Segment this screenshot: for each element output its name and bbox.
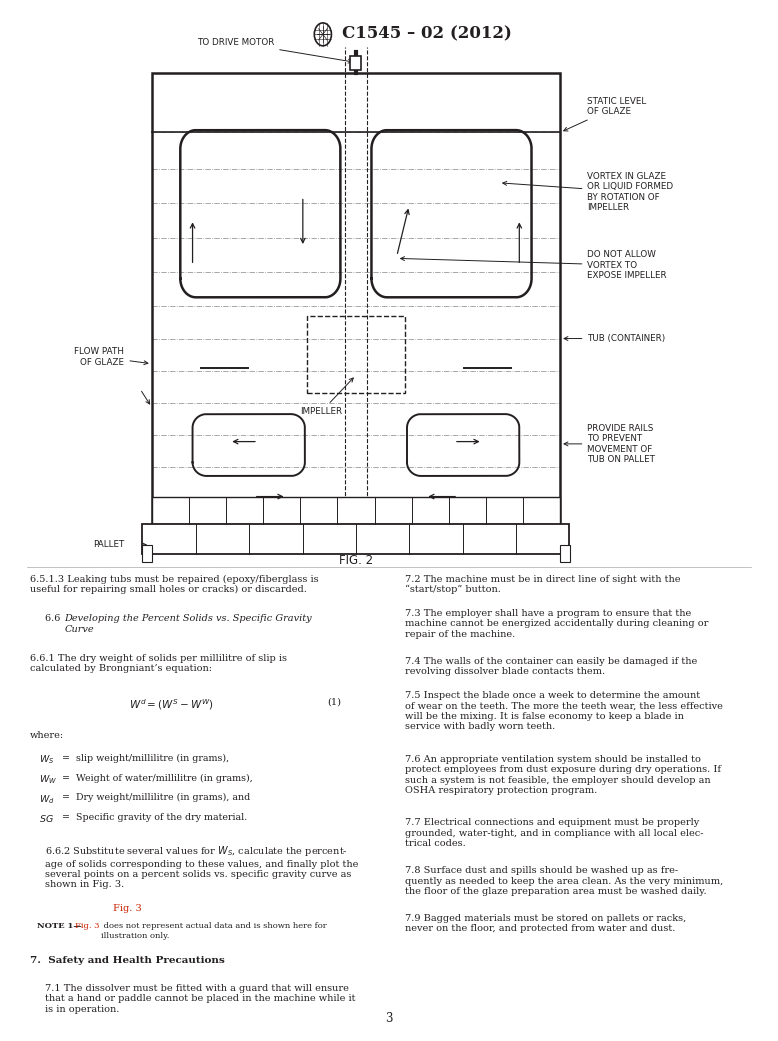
Text: 6.6.2 Substitute several values for $W_S$, calculate the percent-
age of solids : 6.6.2 Substitute several values for $W_S… xyxy=(45,844,359,889)
Text: Fig. 3: Fig. 3 xyxy=(75,922,100,931)
Text: =  slip weight/millilitre (in grams),: = slip weight/millilitre (in grams), xyxy=(62,754,230,763)
Text: DO NOT ALLOW
VORTEX TO
EXPOSE IMPELLER: DO NOT ALLOW VORTEX TO EXPOSE IMPELLER xyxy=(401,250,667,280)
Text: 6.5.1.3 Leaking tubs must be repaired (epoxy/fiberglass is
useful for repairing : 6.5.1.3 Leaking tubs must be repaired (e… xyxy=(30,575,318,594)
Text: 7.6 An appropriate ventilation system should be installed to
protect employees f: 7.6 An appropriate ventilation system sh… xyxy=(405,755,720,795)
Text: 7.4 The walls of the container can easily be damaged if the
revolving dissolver : 7.4 The walls of the container can easil… xyxy=(405,657,697,677)
Bar xyxy=(350,56,361,70)
Text: FIG. 2: FIG. 2 xyxy=(339,554,373,566)
Text: $W_S$: $W_S$ xyxy=(39,754,54,766)
Text: STATIC LEVEL
OF GLAZE: STATIC LEVEL OF GLAZE xyxy=(564,97,647,131)
Text: 7.5 Inspect the blade once a week to determine the amount
of wear on the teeth. : 7.5 Inspect the blade once a week to det… xyxy=(405,691,723,732)
Text: 7.  Safety and Health Precautions: 7. Safety and Health Precautions xyxy=(30,956,224,965)
Text: TO DRIVE MOTOR: TO DRIVE MOTOR xyxy=(197,37,352,64)
Text: $W_W$: $W_W$ xyxy=(39,773,57,786)
Text: 7.1 The dissolver must be fitted with a guard that will ensure
that a hand or pa: 7.1 The dissolver must be fitted with a … xyxy=(45,984,356,1014)
Text: 7.7 Electrical connections and equipment must be properly
grounded, water-tight,: 7.7 Electrical connections and equipment… xyxy=(405,818,703,848)
Text: $W_d$: $W_d$ xyxy=(39,793,54,806)
Bar xyxy=(152,497,560,524)
Bar xyxy=(142,545,152,562)
Bar xyxy=(142,524,569,554)
Text: PALLET: PALLET xyxy=(93,540,124,550)
Text: 7.2 The machine must be in direct line of sight with the
“start/stop” button.: 7.2 The machine must be in direct line o… xyxy=(405,575,680,594)
Bar xyxy=(560,545,570,562)
Text: 3: 3 xyxy=(385,1012,393,1024)
Text: NOTE 1—: NOTE 1— xyxy=(37,922,82,931)
Text: TUB (CONTAINER): TUB (CONTAINER) xyxy=(564,334,666,344)
Text: C1545 – 02 (2012): C1545 – 02 (2012) xyxy=(342,26,512,43)
Text: where:: where: xyxy=(30,731,64,740)
Text: 6.6: 6.6 xyxy=(45,614,64,624)
Text: $W^d = (W^S - W^W)$: $W^d = (W^S - W^W)$ xyxy=(128,697,214,712)
Text: Developing the Percent Solids vs. Specific Gravity
Curve: Developing the Percent Solids vs. Specif… xyxy=(65,614,312,634)
Text: 6.6.1 The dry weight of solids per millilitre of slip is
calculated by Brongnian: 6.6.1 The dry weight of solids per milli… xyxy=(30,654,286,674)
Text: IMPELLER: IMPELLER xyxy=(300,378,353,416)
Text: =  Dry weight/millilitre (in grams), and: = Dry weight/millilitre (in grams), and xyxy=(62,793,251,803)
Text: 7.9 Bagged materials must be stored on pallets or racks,
never on the floor, and: 7.9 Bagged materials must be stored on p… xyxy=(405,914,686,934)
Text: VORTEX IN GLAZE
OR LIQUID FORMED
BY ROTATION OF
IMPELLER: VORTEX IN GLAZE OR LIQUID FORMED BY ROTA… xyxy=(503,172,674,212)
Text: Fig. 3: Fig. 3 xyxy=(113,904,142,913)
Text: 7.8 Surface dust and spills should be washed up as fre-
quently as needed to kee: 7.8 Surface dust and spills should be wa… xyxy=(405,866,723,896)
Text: FLOW PATH
OF GLAZE: FLOW PATH OF GLAZE xyxy=(75,347,148,366)
Text: $SG$: $SG$ xyxy=(39,813,54,824)
Bar xyxy=(307,315,405,393)
Text: =  Weight of water/millilitre (in grams),: = Weight of water/millilitre (in grams), xyxy=(62,773,253,783)
Text: 7.3 The employer shall have a program to ensure that the
machine cannot be energ: 7.3 The employer shall have a program to… xyxy=(405,609,708,639)
Text: =  Specific gravity of the dry material.: = Specific gravity of the dry material. xyxy=(62,813,247,822)
Bar xyxy=(152,73,560,531)
Text: does not represent actual data and is shown here for
illustration only.: does not represent actual data and is sh… xyxy=(101,922,327,940)
Text: PROVIDE RAILS
TO PREVENT
MOVEMENT OF
TUB ON PALLET: PROVIDE RAILS TO PREVENT MOVEMENT OF TUB… xyxy=(564,424,655,464)
Text: (1): (1) xyxy=(328,697,342,707)
